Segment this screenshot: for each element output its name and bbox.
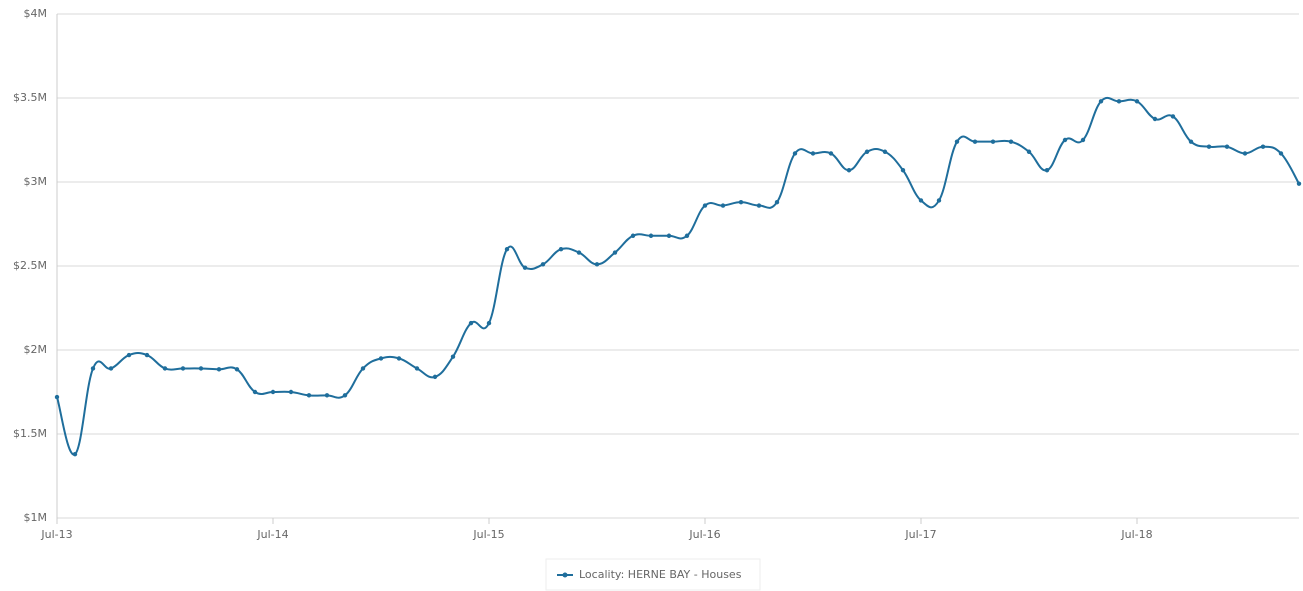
x-tick-label: Jul-16 — [688, 528, 720, 541]
point — [252, 389, 258, 395]
point — [1242, 151, 1248, 156]
point — [612, 250, 618, 255]
point — [1152, 116, 1158, 122]
x-tick-label: Jul-15 — [472, 528, 504, 541]
point — [306, 393, 312, 398]
point — [648, 233, 654, 238]
point — [1224, 144, 1230, 149]
point — [594, 262, 600, 267]
point — [108, 366, 114, 371]
y-tick-label: $4M — [24, 7, 48, 20]
point — [414, 366, 420, 371]
point — [1116, 99, 1122, 104]
point — [342, 393, 348, 398]
y-tick-label: $2M — [24, 343, 48, 356]
point — [900, 168, 906, 173]
point — [468, 320, 474, 326]
point — [486, 320, 492, 326]
x-tick-label: Jul-13 — [40, 528, 72, 541]
point — [1278, 151, 1284, 156]
point — [1044, 168, 1050, 173]
point — [720, 203, 726, 208]
point — [1134, 99, 1140, 104]
point — [954, 139, 960, 144]
y-tick-label: $1M — [24, 511, 48, 524]
point — [1098, 99, 1104, 104]
point — [846, 168, 852, 173]
point — [558, 247, 564, 252]
point — [864, 149, 870, 154]
point — [540, 262, 546, 267]
y-tick-label: $3.5M — [13, 91, 47, 104]
point — [810, 151, 816, 156]
point — [216, 367, 222, 372]
point — [756, 203, 762, 208]
point — [234, 367, 240, 372]
y-tick-label: $3M — [24, 175, 48, 188]
legend — [545, 558, 761, 591]
point — [792, 151, 798, 156]
y-tick-label: $2.5M — [13, 259, 47, 272]
point — [54, 394, 60, 400]
point — [684, 233, 690, 238]
point — [774, 199, 780, 205]
point — [972, 139, 978, 144]
point — [1206, 144, 1212, 149]
point — [432, 374, 438, 380]
x-tick-label: Jul-14 — [256, 528, 288, 541]
point — [522, 265, 528, 270]
point — [450, 354, 456, 359]
point — [504, 247, 510, 252]
point — [1296, 181, 1302, 186]
point — [126, 352, 132, 358]
point — [666, 233, 672, 238]
point — [288, 389, 294, 395]
point — [918, 198, 924, 203]
point — [630, 233, 636, 238]
point — [1008, 139, 1014, 144]
point — [828, 151, 834, 156]
point — [1260, 144, 1266, 149]
point — [702, 203, 708, 208]
point — [1188, 139, 1194, 144]
line — [56, 96, 1300, 456]
point — [198, 366, 204, 371]
point — [936, 198, 942, 203]
legend-symbol — [562, 572, 568, 578]
point — [1080, 137, 1086, 143]
point — [882, 149, 888, 154]
point — [162, 366, 168, 371]
point — [1170, 114, 1176, 119]
point — [1062, 137, 1068, 143]
point — [1026, 149, 1032, 154]
point — [576, 250, 582, 255]
point — [396, 356, 402, 361]
point — [270, 389, 276, 395]
x-tick-label: Jul-18 — [1120, 528, 1152, 541]
legend-label: Locality: HERNE BAY - Houses — [579, 568, 742, 581]
point — [144, 352, 150, 358]
point — [90, 366, 96, 371]
point — [72, 451, 78, 457]
x-tick-label: Jul-17 — [904, 528, 936, 541]
point — [324, 393, 330, 398]
point — [378, 356, 384, 361]
point — [990, 139, 996, 144]
point — [738, 199, 744, 205]
point — [180, 366, 186, 371]
y-tick-label: $1.5M — [13, 427, 47, 440]
point — [360, 366, 366, 371]
